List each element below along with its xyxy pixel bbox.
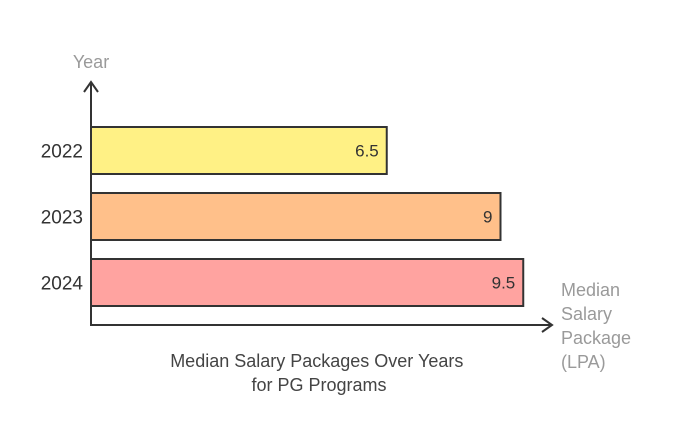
chart-title-line-2: for PG Programs [251, 375, 386, 395]
bar-value-label: 9.5 [492, 274, 516, 293]
x-axis-label-line-1: Median [561, 280, 620, 300]
bar-value-label: 6.5 [355, 142, 379, 161]
bars-group: 2022 6.5 2023 9 2024 9.5 [41, 126, 525, 307]
x-axis-label: Median Salary Package (LPA) [561, 280, 636, 372]
bar-value-label: 9 [483, 208, 492, 227]
y-tick-label: 2023 [41, 208, 83, 229]
y-tick-label: 2024 [41, 274, 84, 295]
y-axis-arrow [83, 80, 99, 93]
bar-2024 [90, 258, 525, 307]
bar-2023 [90, 192, 502, 241]
bar-2022 [90, 126, 388, 175]
x-axis-label-line-4: (LPA) [561, 352, 606, 372]
x-axis-label-line-3: Package [561, 328, 631, 348]
x-axis-arrow [541, 317, 554, 333]
chart-title-line-1: Median Salary Packages Over Years [170, 351, 463, 371]
y-tick-label: 2022 [41, 142, 83, 163]
x-axis-label-line-2: Salary [561, 304, 612, 324]
y-axis-label: Year [73, 52, 109, 72]
chart-title: Median Salary Packages Over Years for PG… [170, 351, 468, 395]
